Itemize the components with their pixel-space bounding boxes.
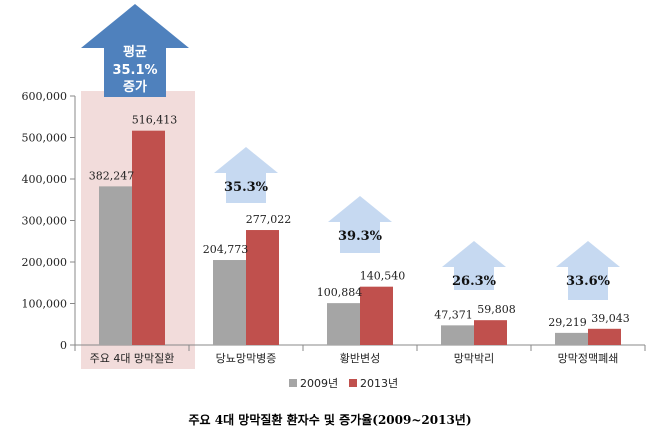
data-label: 29,219	[548, 316, 587, 329]
data-label: 47,371	[434, 308, 473, 321]
data-label: 516,413	[132, 114, 178, 127]
legend-swatch	[349, 379, 357, 387]
bar-2013	[474, 320, 507, 345]
data-label: 277,022	[246, 213, 292, 226]
y-tick-label: 100,000	[22, 298, 68, 311]
category-label: 주요 4대 망막질환	[90, 352, 175, 365]
category-label: 망막정맥폐쇄	[558, 352, 619, 365]
bar-2009	[555, 332, 588, 345]
growth-rate-label: 35.3%	[224, 180, 269, 195]
data-label: 140,540	[360, 270, 406, 283]
growth-arrow	[214, 147, 278, 203]
y-tick-label: 200,000	[22, 256, 68, 269]
category-label: 황반변성	[340, 352, 380, 365]
bar-2009	[327, 303, 360, 345]
data-label: 59,808	[477, 303, 516, 316]
bar-2009	[441, 325, 474, 345]
category-label: 당뇨망막병증	[216, 352, 277, 365]
y-tick-label: 400,000	[22, 173, 68, 186]
data-label: 39,043	[591, 312, 630, 325]
average-increase-label: 35.1%	[112, 63, 157, 78]
y-tick-label: 300,000	[22, 215, 68, 228]
legend-swatch	[289, 379, 297, 387]
data-label: 204,773	[203, 243, 249, 256]
bar-2009	[99, 186, 132, 345]
growth-rate-label: 33.6%	[566, 274, 611, 289]
growth-rate-label: 39.3%	[338, 229, 383, 244]
data-label: 382,247	[89, 169, 135, 182]
bar-2013	[360, 286, 393, 345]
bar-2013	[588, 328, 621, 345]
average-increase-label: 평균	[123, 44, 147, 60]
y-tick-label: 500,000	[22, 132, 68, 145]
data-label: 100,884	[317, 286, 363, 299]
average-increase-arrow	[81, 4, 189, 97]
y-tick-label: 600,000	[22, 90, 68, 103]
legend-label: 2013년	[360, 377, 398, 390]
legend-label: 2009년	[300, 377, 338, 390]
bar-2013	[132, 130, 165, 345]
growth-arrow	[328, 196, 392, 253]
bar-2009	[213, 260, 246, 345]
bar-2013	[246, 230, 279, 345]
growth-arrow	[442, 241, 506, 290]
category-label: 망막박리	[454, 352, 494, 365]
chart-title: 주요 4대 망막질환 환자수 및 증가율(2009~2013년)	[188, 412, 471, 427]
growth-arrow	[556, 241, 620, 300]
average-increase-label: 증가	[123, 80, 147, 95]
y-tick-label: 0	[60, 339, 67, 352]
growth-rate-label: 26.3%	[452, 274, 497, 289]
